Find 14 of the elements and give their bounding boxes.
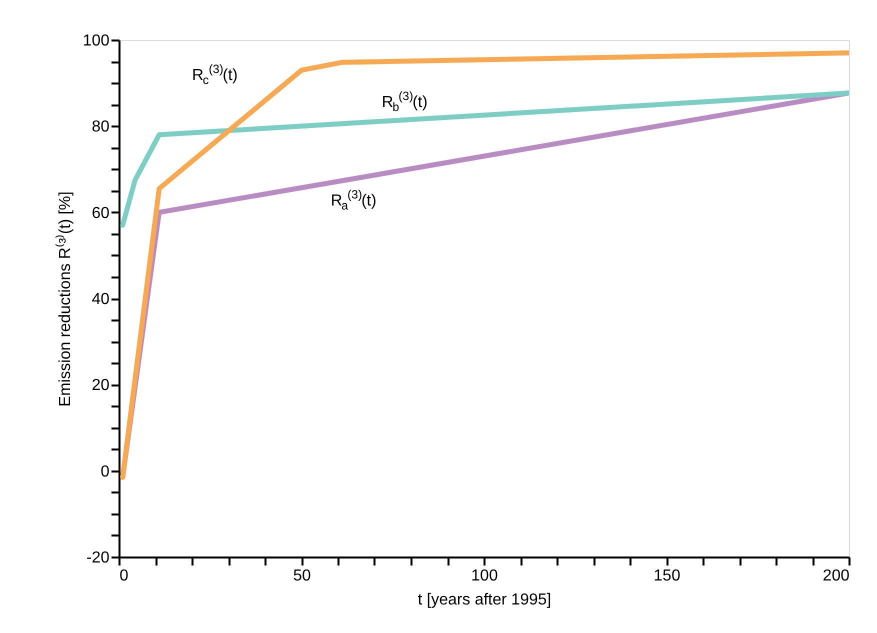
y-tick-label: -20 (86, 550, 110, 566)
y-tick-label: 0 (100, 463, 110, 480)
y-tick-label: 100 (82, 32, 110, 50)
x-tick-label: 0 (120, 568, 128, 584)
x-tick-label: 50 (293, 568, 311, 584)
y-tick-label: 80 (92, 118, 110, 136)
x-tick-label: 150 (654, 568, 680, 584)
x-axis-title: t [years after 1995] (418, 592, 552, 608)
y-tick-label: 20 (92, 377, 110, 394)
x-tick-label: 200 (822, 568, 850, 584)
y-tick-label: 60 (92, 204, 110, 222)
y-tick-label: 40 (92, 291, 110, 308)
y-axis-title: Emission reductions R⁽³⁾(t) [%] (54, 191, 74, 407)
x-tick-label: 100 (471, 568, 498, 584)
